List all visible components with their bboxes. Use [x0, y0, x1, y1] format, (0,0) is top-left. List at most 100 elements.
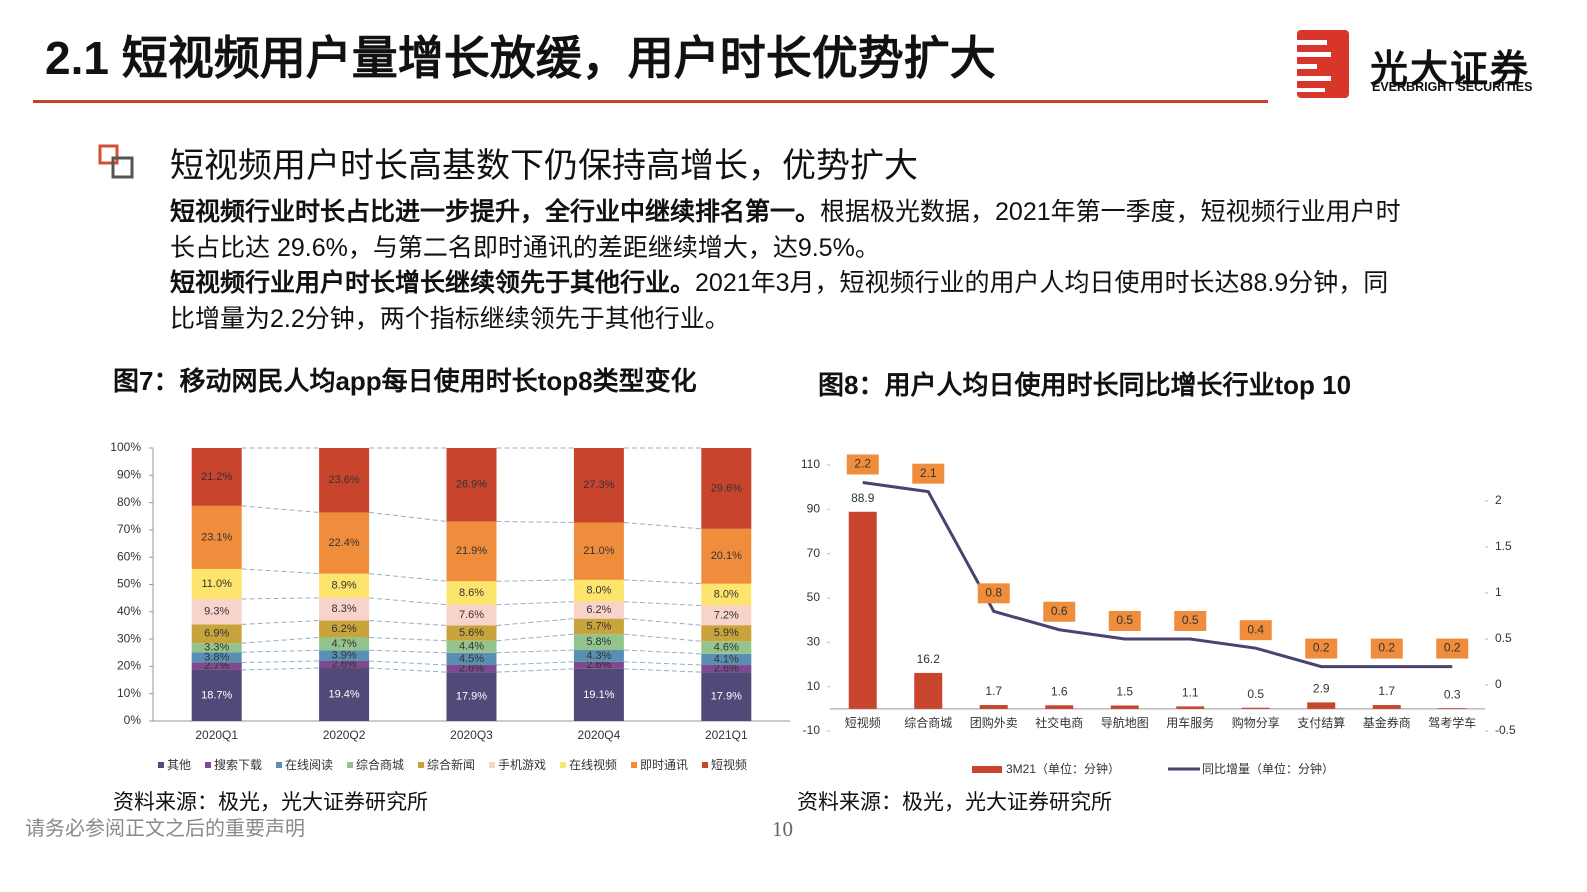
connector — [623, 668, 702, 673]
label-box — [846, 454, 879, 475]
bar-segment — [191, 598, 242, 625]
chart-source: 资料来源：极光，光大证券研究所 — [113, 791, 428, 814]
data-label: 0.4 — [1247, 622, 1264, 636]
x-tick-label: 社交电商 — [1035, 715, 1083, 730]
legend-swatch — [489, 762, 495, 768]
connector — [623, 522, 702, 530]
bar-segment — [319, 668, 370, 721]
paragraph-lead: 短视频行业时长占比进一步提升，全行业中继续排名第一。 — [170, 198, 821, 226]
data-label: 0.3 — [1444, 687, 1461, 701]
bar-segment — [446, 665, 497, 673]
data-label: 16.2 — [917, 652, 941, 666]
page-number: 10 — [772, 817, 793, 841]
data-label: 1.6 — [1051, 684, 1068, 698]
x-tick-label: 导航地图 — [1101, 715, 1149, 730]
data-label: 2.6% — [332, 658, 357, 670]
bar-segment — [573, 448, 624, 523]
legend-label: 在线视频 — [569, 757, 617, 772]
chart-title: 图8：用户人均日使用时长同比增长行业top 10 — [818, 370, 1352, 400]
bar-segment — [701, 583, 752, 606]
data-label: 27.3% — [583, 479, 614, 491]
data-label: 19.1% — [583, 689, 614, 701]
connector — [369, 636, 447, 642]
label-box — [1108, 610, 1141, 631]
data-label: 22.4% — [328, 537, 359, 549]
legend-swatch — [972, 766, 1002, 773]
bar — [1110, 705, 1139, 709]
label-box — [1239, 620, 1272, 641]
paragraph: 短视频行业用户时长增长继续领先于其他行业。2021年3月，短视频行业的用户人均日… — [170, 266, 1410, 337]
data-label: 2.1 — [920, 466, 937, 480]
y2-tick-label: 1.5 — [1495, 539, 1512, 553]
line — [862, 481, 1453, 669]
connector — [496, 618, 574, 626]
bar-segment — [573, 668, 624, 721]
bar-segment — [191, 652, 242, 663]
bar — [1241, 707, 1270, 709]
bar-segment — [446, 652, 497, 666]
data-label: 0.5 — [1116, 613, 1133, 627]
data-label: 4.4% — [459, 641, 484, 653]
y-tick-label: 100% — [110, 440, 141, 454]
legend-swatch — [205, 762, 211, 768]
bar — [914, 672, 943, 709]
bar-segment — [446, 604, 497, 626]
bar — [1176, 706, 1205, 709]
data-label: 3.8% — [204, 651, 229, 663]
x-tick-label: 2021Q1 — [705, 728, 748, 742]
data-label: 0.5 — [1182, 613, 1199, 627]
bar-segment — [701, 625, 752, 642]
legend-label: 在线阅读 — [285, 758, 333, 772]
data-label: 23.6% — [328, 474, 359, 486]
connector — [369, 511, 447, 522]
data-label: 6.9% — [204, 628, 229, 640]
label-box — [1370, 638, 1403, 659]
legend-swatch — [560, 762, 566, 768]
data-label: 19.4% — [328, 688, 359, 700]
section-heading: 短视频用户时长高基数下仍保持高增长，优势扩大 — [170, 147, 918, 185]
bar-segment — [191, 568, 242, 599]
x-tick-label: 支付结算 — [1297, 715, 1345, 730]
legend-label: 综合新闻 — [427, 757, 475, 772]
data-label: 21.2% — [201, 471, 232, 483]
bar-segment — [573, 601, 624, 619]
data-label: 5.6% — [459, 627, 484, 639]
y-tick-label: 80% — [117, 495, 141, 509]
y2-tick-label: -0.5 — [1495, 723, 1516, 737]
bar-segment — [319, 650, 370, 661]
y-tick-label: 10 — [807, 679, 821, 693]
y-tick-label: 90 — [807, 502, 821, 516]
x-tick-label: 2020Q1 — [195, 728, 238, 742]
connector — [241, 505, 320, 513]
bar-segment — [573, 661, 624, 669]
bar-segment — [319, 660, 370, 669]
connector — [241, 597, 320, 600]
bar-segment — [573, 618, 624, 635]
bar-segment — [319, 512, 370, 574]
bar-segment — [191, 505, 242, 569]
chart-source: 资料来源：极光，光大证券研究所 — [797, 791, 1112, 814]
data-label: 0.5 — [1247, 687, 1264, 701]
paragraph-lead: 短视频行业用户时长增长继续领先于其他行业。 — [170, 269, 696, 297]
data-label: 4.1% — [714, 653, 739, 665]
connector — [623, 618, 702, 626]
connector — [241, 620, 320, 625]
connector — [241, 636, 320, 644]
data-label: 0.6 — [1051, 604, 1068, 618]
paragraphs: 短视频行业时长占比进一步提升，全行业中继续排名第一。根据极光数据，2021年第一… — [170, 195, 1410, 337]
connector — [496, 633, 574, 642]
data-label: 2.9 — [1313, 682, 1330, 696]
bar-segment — [573, 634, 624, 651]
bar-segment — [573, 579, 624, 602]
legend-label: 同比增量（单位：分钟） — [1202, 761, 1334, 776]
legend-swatch — [702, 762, 708, 768]
x-tick-label: 2020Q2 — [323, 728, 366, 742]
bar-segment — [701, 528, 752, 584]
legend-label: 综合商城 — [356, 757, 404, 772]
connector — [369, 573, 447, 582]
data-label: 2.2 — [854, 457, 871, 471]
paragraph-text: 2021年3月，短视频行业的用户人均日使用时长达88.9分钟，同比增量为2.2分… — [170, 269, 1389, 333]
label-box — [1043, 601, 1076, 622]
data-label: 1.7 — [985, 684, 1002, 698]
